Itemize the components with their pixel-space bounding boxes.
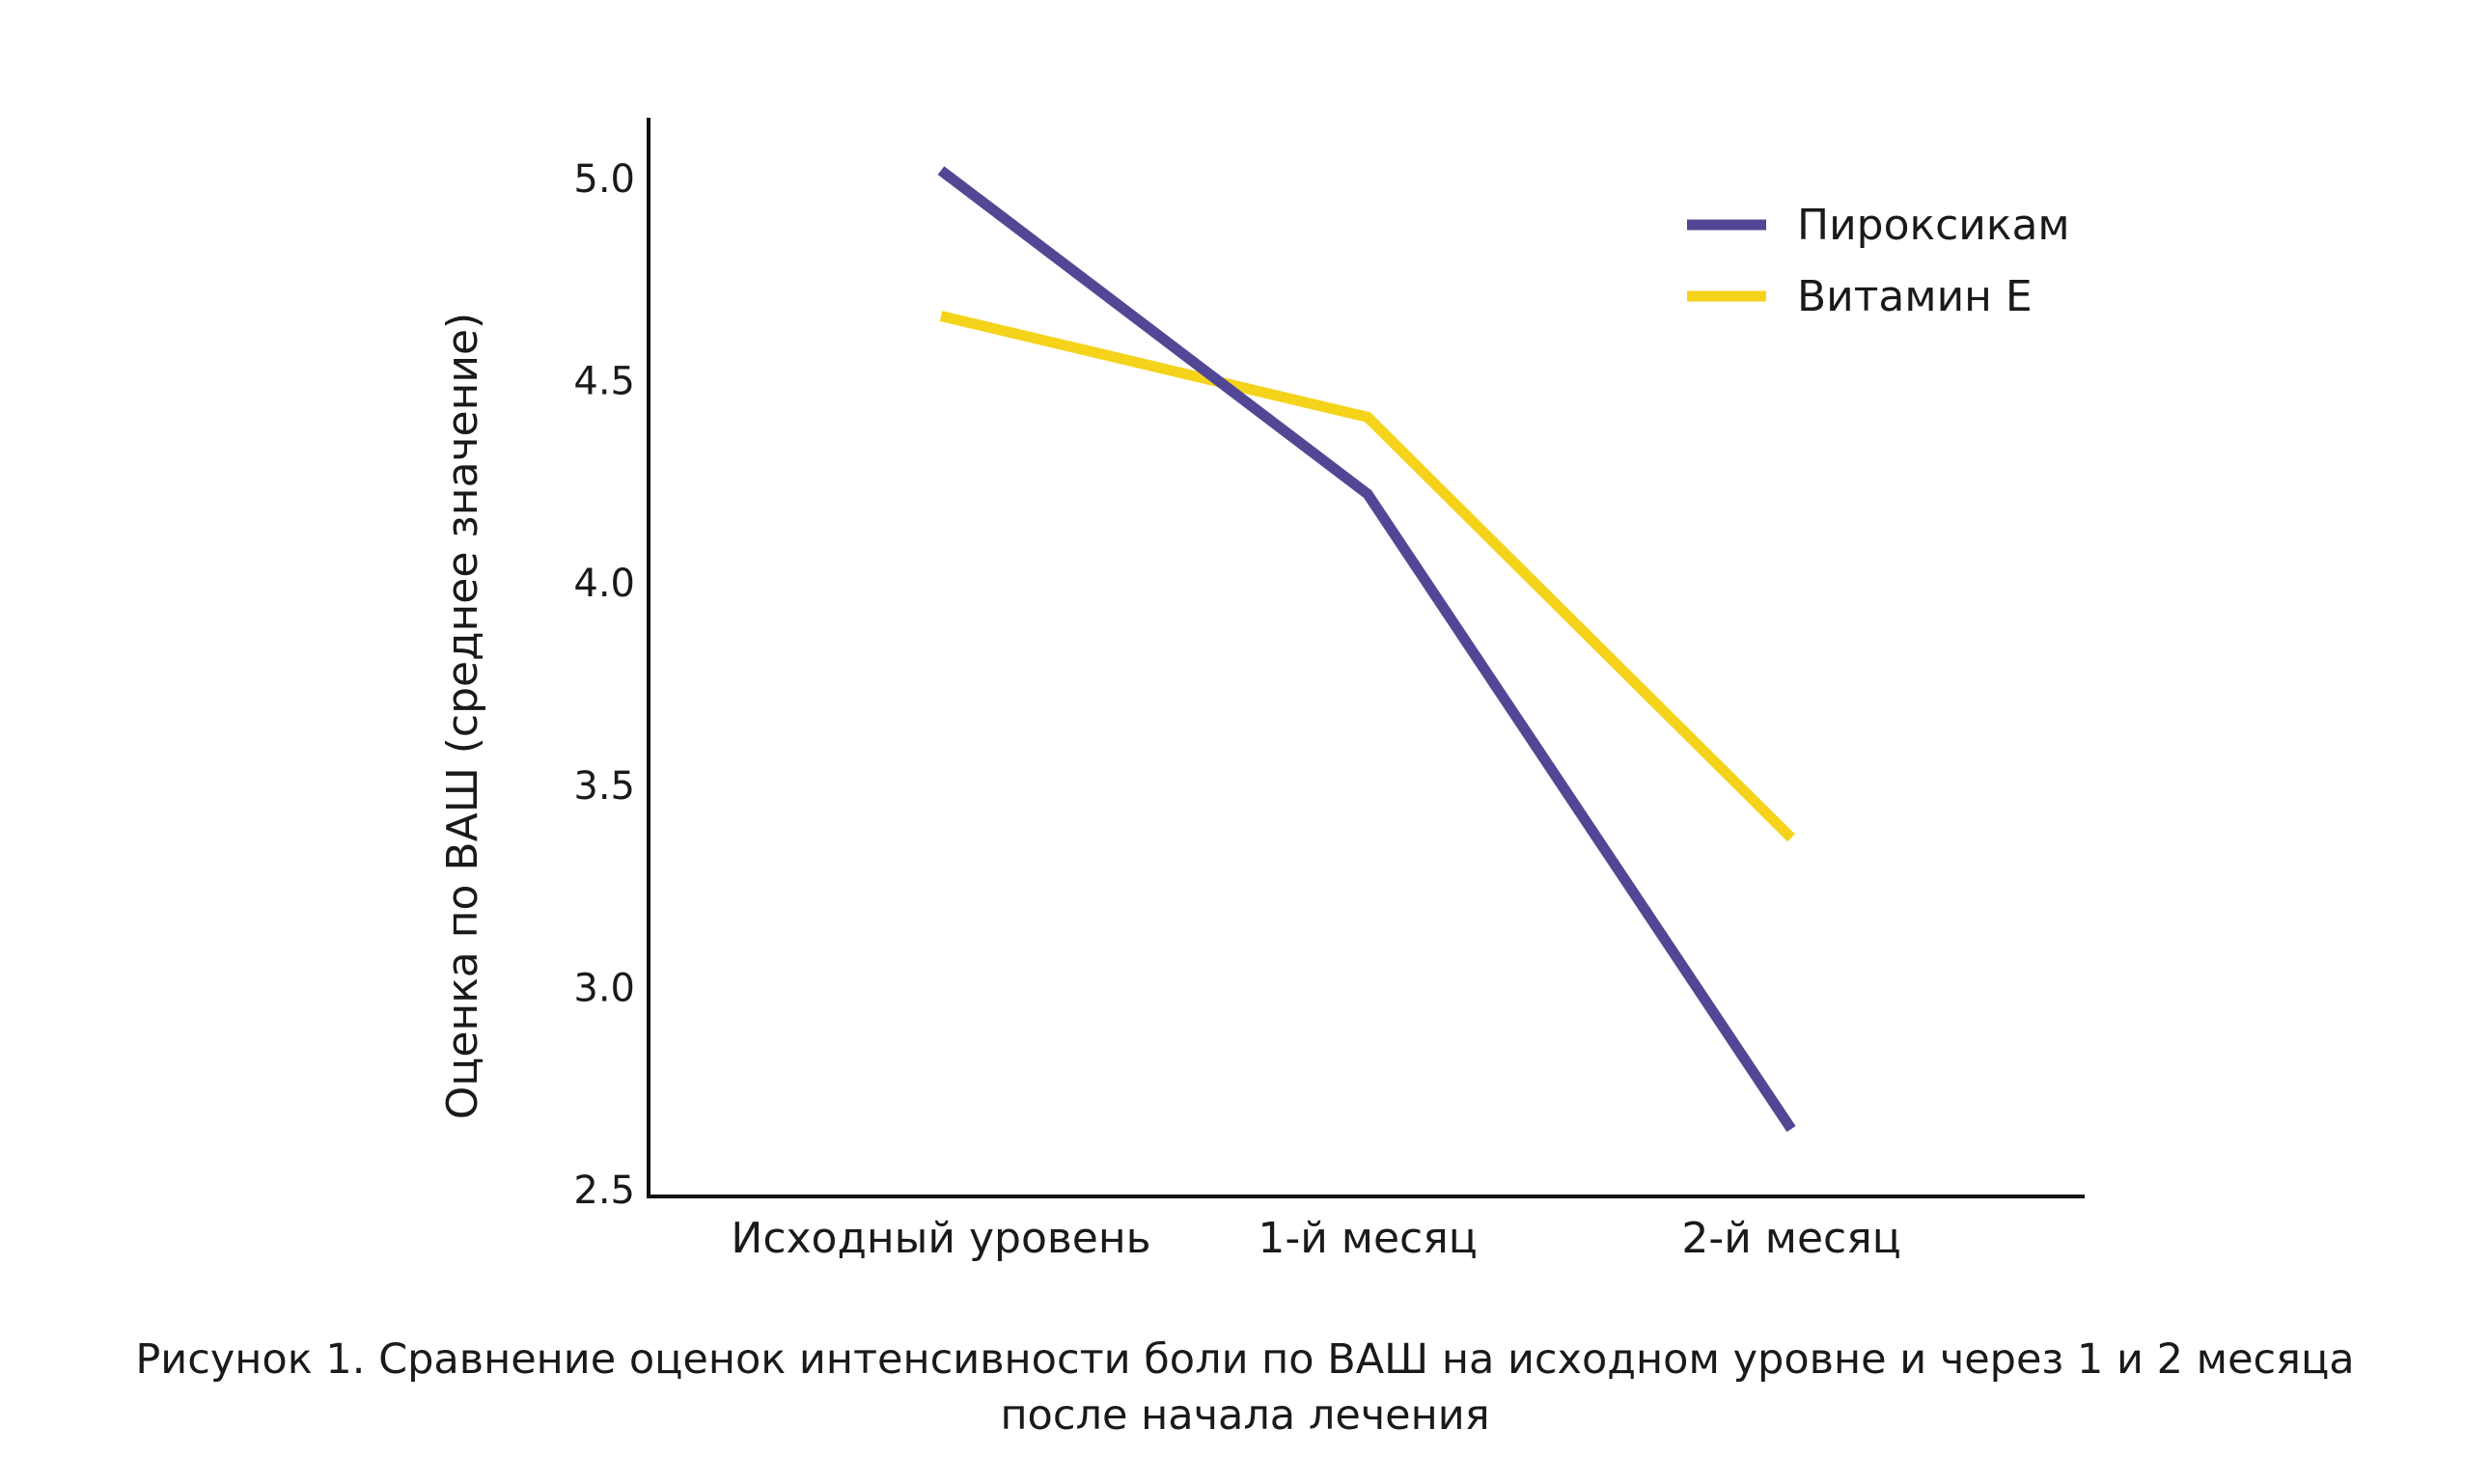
series-line-vitamin-e xyxy=(939,311,1795,842)
x-category-label: Исходный уровень xyxy=(731,1214,1150,1263)
series-line-piroxicam xyxy=(937,166,1796,1133)
axes xyxy=(647,118,2085,1198)
y-tick-label: 4.5 xyxy=(573,360,635,404)
y-tick-label: 2.5 xyxy=(573,1168,635,1213)
y-tick-label: 5.0 xyxy=(573,157,635,202)
y-tick-label: 3.5 xyxy=(573,764,635,809)
x-category-label: 1-й месяц xyxy=(1258,1214,1477,1263)
series-lines xyxy=(937,166,1796,1133)
y-tick-label: 3.0 xyxy=(573,966,635,1010)
legend: Пироксикам Витамин Е xyxy=(1687,201,2070,321)
legend-label: Пироксикам xyxy=(1797,201,2070,250)
figure-caption: Рисунок 1. Сравнение оценок интенсивност… xyxy=(135,1335,2355,1440)
y-axis-label: Оценка по ВАШ (среднее значение) xyxy=(438,313,487,1119)
x-category-labels: Исходный уровень 1-й месяц 2-й месяц xyxy=(731,1214,1900,1263)
legend-label: Витамин Е xyxy=(1797,272,2033,321)
y-tick-label: 4.0 xyxy=(573,562,635,606)
y-tick-labels: 5.0 4.5 4.0 3.5 3.0 2.5 xyxy=(573,157,635,1213)
x-category-label: 2-й месяц xyxy=(1681,1214,1900,1263)
